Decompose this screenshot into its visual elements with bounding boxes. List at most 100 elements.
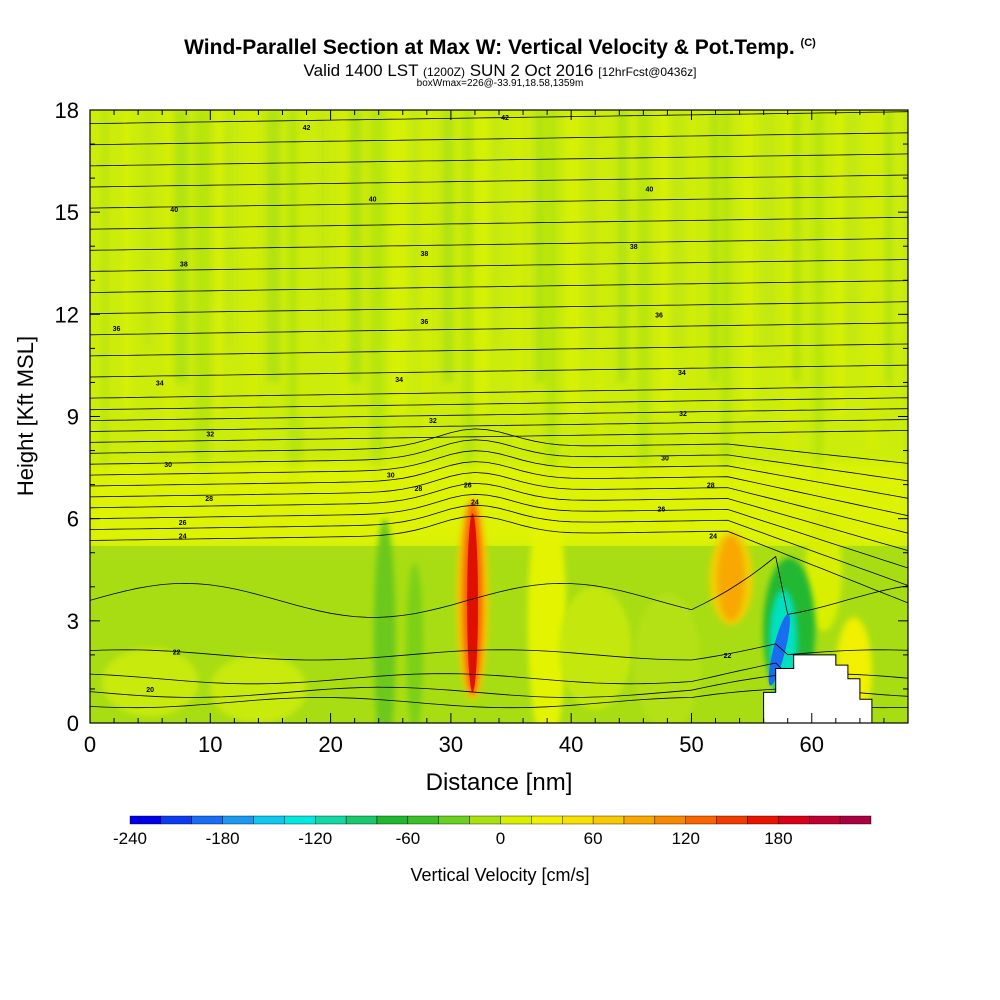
contour-label: 30 — [164, 462, 172, 469]
texture-streak — [720, 110, 731, 485]
low-layer-blob — [102, 648, 199, 717]
theta-contour-line — [90, 301, 908, 315]
contour-label: 32 — [429, 418, 437, 425]
low-layer-blob — [373, 518, 396, 723]
colorbar-swatch — [778, 815, 810, 825]
contour-label: 40 — [170, 207, 178, 214]
low-layer-blob — [633, 593, 702, 723]
contour-label: 34 — [678, 370, 686, 377]
contour-label: 26 — [464, 483, 472, 490]
colorbar-swatch — [623, 815, 656, 825]
texture-streak — [535, 110, 546, 383]
texture-streak — [411, 110, 419, 349]
theta-contour-line — [90, 515, 908, 604]
texture-streak — [669, 110, 685, 349]
texture-streak — [194, 110, 211, 485]
colorbar — [129, 815, 872, 825]
theta-contour-line — [90, 688, 908, 709]
theta-contour-line — [90, 472, 908, 534]
valid-date-text: SUN 2 Oct 2016 — [469, 61, 594, 80]
theta-contour-line — [90, 493, 908, 569]
texture-streak — [442, 110, 454, 383]
colorbar-swatch — [469, 815, 501, 825]
texture-streak — [163, 110, 176, 451]
texture-streak — [762, 110, 777, 349]
theta-contour-line — [90, 280, 908, 293]
colorbar-tick-label: -120 — [298, 829, 332, 848]
colorbar-swatch — [191, 815, 223, 825]
theta-contour-line — [90, 195, 908, 209]
texture-streak — [370, 110, 385, 485]
contour-label: 26 — [179, 520, 187, 527]
colorbar-swatch — [531, 815, 563, 825]
x-tick-label: 40 — [559, 732, 583, 757]
y-tick-label: 9 — [67, 405, 79, 430]
contour-label: 36 — [113, 326, 121, 333]
x-tick-label: 60 — [800, 732, 824, 757]
x-tick-labels: 0 10 20 30 40 50 60 — [84, 732, 824, 757]
theta-contour-line — [90, 504, 908, 586]
low-layer-blob — [210, 654, 307, 723]
texture-streak — [906, 110, 908, 485]
valid-utc-text: (1200Z) — [422, 65, 465, 79]
texture-streak — [741, 110, 754, 417]
colorbar-swatch — [592, 815, 625, 825]
theta-contour-line — [90, 439, 908, 482]
texture-streak — [297, 110, 304, 417]
theta-contour-line — [90, 408, 908, 421]
texture-streak — [225, 110, 235, 349]
colorbar-swatch — [345, 815, 378, 825]
y-axis-label: Height [Kft MSL] — [13, 336, 38, 496]
texture-streak — [215, 110, 223, 417]
texture-streak — [689, 110, 696, 451]
texture-streak — [246, 110, 258, 451]
y-tick-label: 6 — [67, 507, 79, 532]
contour-label: 34 — [156, 380, 164, 387]
x-tick-label: 0 — [84, 732, 96, 757]
colorbar-swatch — [685, 815, 717, 825]
colorbar-swatch — [654, 815, 686, 825]
downdraft-lee-core — [768, 614, 790, 686]
contour-label: 42 — [501, 115, 509, 122]
copyright-mark: (C) — [800, 37, 816, 49]
texture-streak — [143, 110, 154, 349]
colorbar-tick-label: -180 — [206, 829, 240, 848]
colorbar-swatch — [222, 815, 254, 825]
theta-contour-line — [90, 430, 908, 443]
texture-streak — [638, 110, 650, 485]
colorbar-tick-label: 0 — [496, 829, 505, 848]
y-tick-labels: 0 3 6 9 12 15 18 — [55, 98, 79, 736]
colorbar-tick-label: -240 — [113, 829, 147, 848]
texture-streak — [493, 110, 500, 349]
contour-label: 42 — [303, 125, 311, 132]
y-tick-label: 0 — [67, 711, 79, 736]
theta-contour-line — [90, 153, 908, 167]
updraft-core-core — [467, 513, 478, 692]
theta-contour-line — [90, 238, 908, 251]
colorbar-tick-label: -60 — [396, 829, 421, 848]
contour-label: 28 — [415, 486, 423, 493]
velocity-texture — [90, 110, 908, 546]
contour-label: 32 — [206, 432, 214, 439]
texture-streak — [514, 110, 523, 451]
theta-contour-line — [90, 555, 908, 618]
theta-contour-line — [90, 322, 908, 336]
theta-contour-line — [90, 343, 908, 357]
contour-label: 36 — [655, 312, 663, 319]
texture-streak — [834, 110, 846, 417]
x-tick-label: 10 — [198, 732, 222, 757]
theta-contour-line — [90, 662, 908, 685]
contour-label: 36 — [421, 319, 429, 326]
theta-contour-line — [90, 461, 908, 517]
texture-streak — [339, 110, 350, 451]
terrain — [763, 654, 873, 723]
x-tick-label: 20 — [318, 732, 342, 757]
y-tick-label: 18 — [55, 98, 79, 123]
colorbar-tick-label: 120 — [672, 829, 700, 848]
contour-label: 30 — [661, 455, 669, 462]
colorbar-swatch — [253, 815, 285, 825]
low-layer-blob — [406, 562, 424, 723]
colorbar-tick-labels: -240 -180 -120 -60 0 60 120 180 — [113, 829, 793, 848]
texture-streak — [318, 110, 327, 349]
box-max-text: boxWmax=226@-33.91,18.58,1359m — [416, 78, 584, 89]
